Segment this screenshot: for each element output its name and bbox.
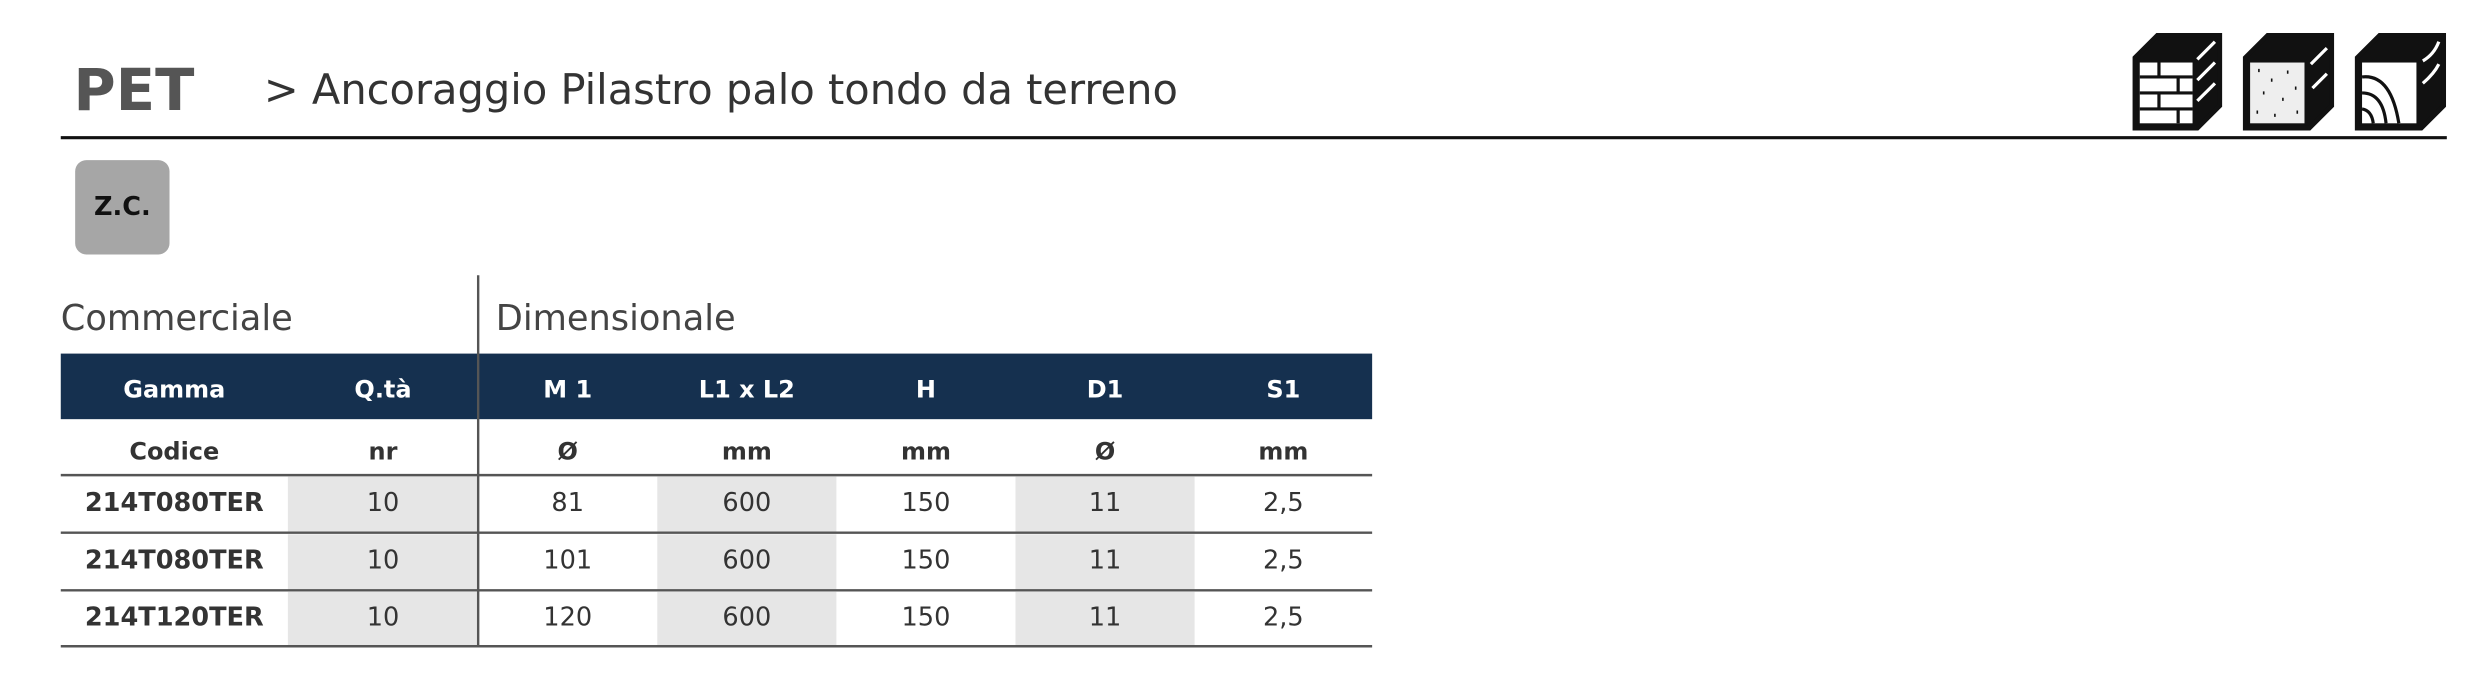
shaded-cell xyxy=(1015,534,1195,591)
cell: 150 xyxy=(902,545,951,575)
cell: 101 xyxy=(543,545,592,575)
group-label: Commerciale xyxy=(61,298,293,339)
shaded-cell xyxy=(657,591,837,647)
shaded-cell xyxy=(287,534,479,591)
column-header: M 1 xyxy=(543,375,592,403)
cell: 10 xyxy=(367,488,400,518)
column-header: D1 xyxy=(1087,375,1124,403)
cell: 10 xyxy=(367,602,400,632)
cell: 11 xyxy=(1089,488,1122,518)
group-label: Dimensionale xyxy=(496,298,736,339)
cell: 214T080TER xyxy=(85,545,264,575)
unit-label: mm xyxy=(722,438,772,466)
cell: 10 xyxy=(367,545,400,575)
column-header: Gamma xyxy=(123,375,225,403)
cell: 214T080TER xyxy=(85,488,264,518)
cell: 2,5 xyxy=(1263,602,1304,632)
material-icons xyxy=(2132,32,2447,131)
cell: 120 xyxy=(543,602,592,632)
badge-label: Z.C. xyxy=(94,192,151,222)
unit-label: mm xyxy=(901,438,951,466)
cell: 214T120TER xyxy=(85,602,264,632)
badge xyxy=(75,160,170,255)
column-header: H xyxy=(916,375,936,403)
cell: 150 xyxy=(902,602,951,632)
table: Gamma Codice Q.tà nr M 1 Ø L1 x L2 mm Hmm D1 Ø S1 mm… xyxy=(60,275,1373,648)
shaded-cell xyxy=(1015,476,1195,533)
wood-icon xyxy=(2354,32,2447,131)
cell: 2,5 xyxy=(1263,488,1304,518)
product-code: PET xyxy=(74,57,195,124)
cell: 600 xyxy=(722,602,771,632)
brick-icon xyxy=(2132,32,2223,131)
cell: 2,5 xyxy=(1263,545,1304,575)
shaded-cell xyxy=(657,476,837,533)
shaded-cell xyxy=(287,476,479,533)
unit-label: nr xyxy=(369,438,398,466)
unit-label: mm xyxy=(1258,438,1308,466)
header-row xyxy=(60,353,1373,420)
cell: 150 xyxy=(902,488,951,518)
unit-label: Codice xyxy=(129,438,219,466)
column-header: Q.tà xyxy=(354,375,411,403)
shaded-cell xyxy=(287,591,479,647)
cell: 11 xyxy=(1089,602,1122,632)
product-title: > Ancoraggio Pilastro palo tondo da terr… xyxy=(264,65,1178,114)
shaded-cell xyxy=(1015,591,1195,647)
cell: 11 xyxy=(1089,545,1122,575)
column-header: S1 xyxy=(1266,375,1300,403)
cell: 81 xyxy=(551,488,584,518)
cell: 600 xyxy=(722,545,771,575)
cell: 600 xyxy=(722,488,771,518)
unit-label: Ø xyxy=(1095,438,1115,466)
unit-label: Ø xyxy=(558,438,578,466)
column-header: L1 x L2 xyxy=(699,375,795,403)
concrete-icon xyxy=(2242,32,2335,131)
shaded-cell xyxy=(657,534,837,591)
